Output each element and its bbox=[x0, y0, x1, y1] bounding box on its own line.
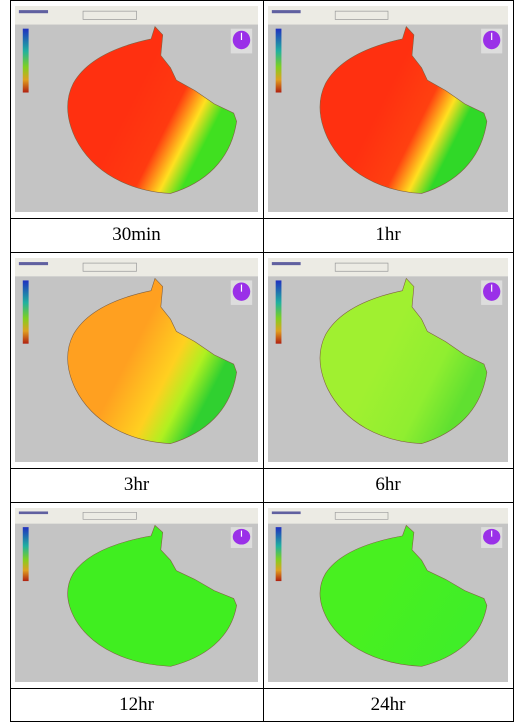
table-border bbox=[10, 0, 11, 722]
simulation-image bbox=[263, 0, 513, 218]
table-border bbox=[263, 0, 264, 722]
simulation-image bbox=[263, 252, 513, 468]
screenshot bbox=[15, 508, 258, 682]
caption: 24hr bbox=[263, 688, 513, 721]
table-border bbox=[10, 0, 513, 1]
simulation-image bbox=[10, 0, 263, 218]
screenshot bbox=[268, 258, 508, 462]
table-border bbox=[10, 468, 513, 469]
simulation-image bbox=[10, 252, 263, 468]
table-border bbox=[10, 688, 513, 689]
caption: 12hr bbox=[10, 688, 263, 721]
table-border bbox=[10, 218, 513, 219]
caption: 3hr bbox=[10, 468, 263, 502]
screenshot bbox=[15, 258, 258, 462]
screenshot bbox=[15, 6, 258, 212]
page: 30min 1hr 3hr bbox=[0, 0, 514, 722]
simulation-image bbox=[10, 502, 263, 688]
table-border bbox=[10, 252, 513, 253]
caption: 30min bbox=[10, 218, 263, 252]
table-border bbox=[10, 502, 513, 503]
caption: 6hr bbox=[263, 468, 513, 502]
caption: 1hr bbox=[263, 218, 513, 252]
screenshot bbox=[268, 508, 508, 682]
screenshot bbox=[268, 6, 508, 212]
simulation-image bbox=[263, 502, 513, 688]
